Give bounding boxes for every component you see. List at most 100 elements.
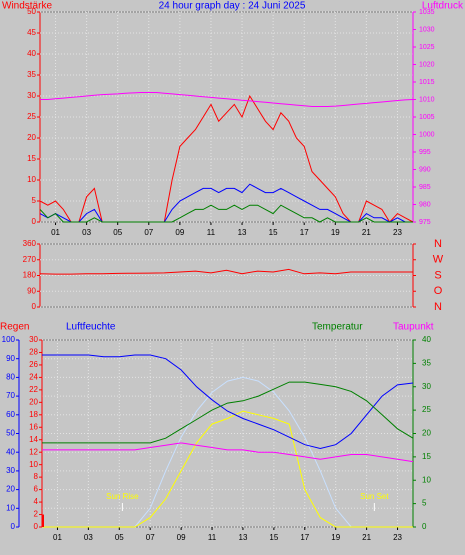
y-tick-label: 2 — [34, 510, 39, 519]
x-tick-label: 21 — [362, 228, 371, 237]
annotation: Sun Set — [360, 492, 389, 501]
x-tick-label: 03 — [82, 228, 91, 237]
series-line — [42, 354, 414, 450]
y-tick-label: 40 — [6, 447, 15, 456]
axis-label: Windstärke — [2, 1, 52, 12]
y-tick-label: O — [434, 285, 443, 297]
series-line — [42, 442, 414, 463]
x-tick-label: 13 — [239, 533, 248, 542]
y-tick-label: 50 — [27, 7, 36, 16]
x-tick-label: 15 — [269, 533, 278, 542]
y-tick-label: 28 — [29, 348, 38, 357]
y-tick-label: 0 — [34, 522, 39, 531]
y-tick-label: 10 — [27, 175, 36, 184]
y-tick-label: 1005 — [419, 114, 435, 121]
y-tick-label: 1030 — [419, 26, 435, 33]
x-tick-label: 07 — [146, 533, 155, 542]
y-tick-label: 18 — [29, 410, 38, 419]
series-line — [39, 204, 413, 223]
y-tick-label: 50 — [6, 429, 15, 438]
y-tick-label: N — [434, 301, 442, 313]
x-tick-label: 17 — [300, 228, 309, 237]
y-tick-label: 20 — [6, 485, 15, 494]
y-tick-label: 10 — [6, 503, 15, 512]
series-line — [42, 381, 414, 444]
y-tick-label: 25 — [422, 405, 431, 414]
x-tick-label: 11 — [207, 228, 216, 237]
x-tick-label: 13 — [238, 228, 247, 237]
y-tick-label: 0 — [32, 302, 37, 311]
y-tick-label: 30 — [27, 91, 36, 100]
y-tick-label: 180 — [23, 271, 37, 280]
y-tick-label: 1035 — [419, 9, 435, 16]
y-tick-label: 35 — [422, 358, 431, 367]
y-tick-label: 8 — [34, 472, 39, 481]
x-tick-label: 05 — [115, 533, 124, 542]
y-tick-label: 1025 — [419, 44, 435, 51]
x-tick-label: 17 — [300, 533, 309, 542]
y-tick-label: 980 — [419, 201, 431, 208]
axis-label: Luftfeuchte — [66, 322, 116, 333]
y-tick-label: 30 — [29, 335, 38, 344]
axis-label: Regen — [0, 322, 29, 333]
y-tick-label: 20 — [422, 429, 431, 438]
y-tick-label: 6 — [34, 485, 39, 494]
y-tick-label: 16 — [29, 422, 38, 431]
x-tick-label: 01 — [51, 228, 60, 237]
y-tick-label: 35 — [27, 70, 36, 79]
y-tick-label: 20 — [29, 397, 38, 406]
y-tick-label: 80 — [6, 373, 15, 382]
x-tick-label: 23 — [393, 228, 402, 237]
x-tick-label: 11 — [208, 533, 217, 542]
y-tick-label: 22 — [29, 385, 38, 394]
y-tick-label: 0 — [11, 522, 16, 531]
x-tick-label: 01 — [53, 533, 62, 542]
y-tick-label: 60 — [6, 410, 15, 419]
y-tick-label: 90 — [27, 286, 36, 295]
x-tick-label: 07 — [144, 228, 153, 237]
series-line — [40, 92, 414, 107]
x-tick-label: 19 — [331, 228, 340, 237]
y-tick-label: 15 — [422, 452, 431, 461]
y-tick-label: 15 — [27, 154, 36, 163]
y-tick-label: 1010 — [419, 96, 435, 103]
y-tick-label: 0 — [422, 522, 427, 531]
y-tick-label: 45 — [27, 28, 36, 37]
chart-title: 24 hour graph day : 24 Juni 2025 — [159, 1, 306, 12]
y-tick-label: 1015 — [419, 79, 435, 86]
y-tick-label: 990 — [419, 166, 431, 173]
y-tick-label: 30 — [6, 466, 15, 475]
y-tick-label: 1020 — [419, 61, 435, 68]
x-tick-label: 03 — [84, 533, 93, 542]
y-tick-label: 360 — [23, 239, 37, 248]
y-tick-label: 5 — [32, 196, 37, 205]
y-tick-label: 12 — [29, 447, 38, 456]
x-tick-label: 21 — [362, 533, 371, 542]
y-tick-label: 25 — [27, 112, 36, 121]
y-tick-label: 20 — [27, 133, 36, 142]
rain-bar — [42, 514, 44, 527]
series-line — [39, 268, 413, 275]
axis-label: Luftdruck — [422, 1, 464, 12]
x-tick-label: 09 — [177, 533, 186, 542]
y-tick-label: 40 — [27, 49, 36, 58]
y-tick-label: 4 — [34, 497, 39, 506]
y-tick-label: 26 — [29, 360, 38, 369]
y-tick-label: 975 — [419, 219, 431, 226]
y-tick-label: 30 — [422, 382, 431, 391]
y-tick-label: 985 — [419, 184, 431, 191]
x-tick-label: 19 — [331, 533, 340, 542]
y-tick-label: 0 — [32, 217, 37, 226]
y-tick-label: 24 — [29, 373, 38, 382]
series-line — [42, 410, 413, 528]
y-tick-label: W — [433, 254, 444, 266]
x-tick-label: 23 — [393, 533, 402, 542]
axis-label: Temperatur — [312, 322, 363, 333]
x-tick-label: 05 — [113, 228, 122, 237]
y-tick-label: 90 — [6, 354, 15, 363]
y-tick-label: N — [434, 238, 442, 250]
x-tick-label: 15 — [269, 228, 278, 237]
y-tick-label: S — [434, 269, 441, 281]
